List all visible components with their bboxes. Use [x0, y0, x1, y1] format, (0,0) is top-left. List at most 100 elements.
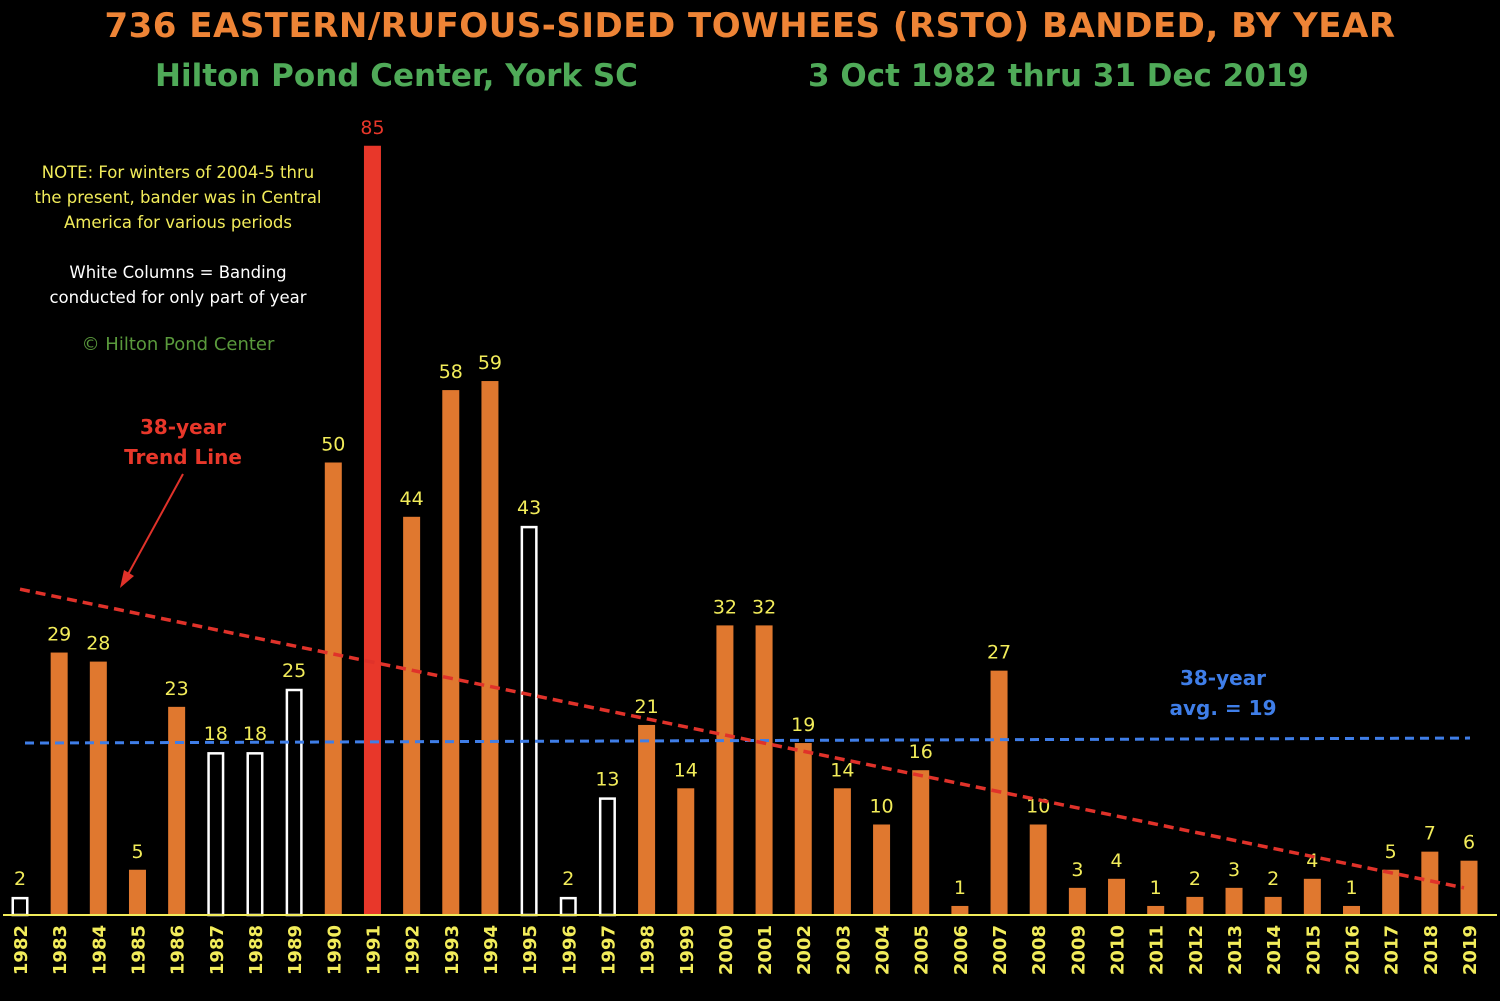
- bar-2019: [1460, 860, 1478, 915]
- average-line-label: 38-year avg. = 19: [1148, 663, 1298, 723]
- bar-2015: [1303, 878, 1321, 915]
- value-label-2002: 19: [791, 714, 815, 736]
- x-tick-labels-group: 1982 1983 1984 1985 1986 1987 1988 1989 1990 1991…: [11, 925, 1481, 975]
- value-label-2016: 1: [1345, 877, 1357, 899]
- x-tick-2008: 2008: [1029, 925, 1050, 975]
- bar-1996: [559, 896, 577, 917]
- value-label-1993: 58: [439, 361, 463, 383]
- value-label-1994: 59: [478, 352, 502, 374]
- bar-1997: [598, 797, 616, 917]
- x-tick-2006: 2006: [951, 925, 972, 975]
- value-label-2017: 5: [1385, 841, 1397, 863]
- value-label-2015: 4: [1306, 850, 1318, 872]
- bars-group: [11, 145, 1478, 917]
- x-tick-2019: 2019: [1460, 925, 1481, 975]
- legend-text: White Columns = Banding conducted for on…: [49, 263, 307, 307]
- value-label-2019: 6: [1463, 832, 1475, 854]
- trend-arrow-shaft: [125, 473, 184, 579]
- value-label-2007: 27: [987, 642, 1011, 664]
- bar-1990: [324, 462, 342, 915]
- value-label-2006: 1: [954, 877, 966, 899]
- bar-2009: [1068, 887, 1086, 915]
- bar-1983: [50, 652, 68, 915]
- x-tick-2017: 2017: [1382, 925, 1403, 975]
- bar-1989: [285, 688, 303, 917]
- bar-1988: [246, 752, 264, 917]
- trend-line: [19, 587, 1465, 890]
- value-label-2001: 32: [752, 596, 776, 618]
- value-label-1986: 23: [165, 678, 189, 700]
- x-tick-2004: 2004: [873, 925, 894, 975]
- x-tick-1982: 1982: [11, 925, 32, 975]
- value-label-1985: 5: [131, 841, 143, 863]
- value-label-1999: 14: [674, 759, 698, 781]
- trend-label-line1: 38-year: [139, 415, 227, 439]
- bar-2001: [755, 625, 773, 915]
- x-tick-2011: 2011: [1147, 925, 1168, 975]
- chart-title: 736 EASTERN/RUFOUS-SIDED TOWHEES (RSTO) …: [104, 6, 1396, 46]
- bar-2006: [951, 905, 969, 915]
- x-tick-1985: 1985: [128, 925, 149, 975]
- bar-2008: [1029, 824, 1047, 915]
- chart-subtitle-daterange: 3 Oct 1982 thru 31 Dec 2019: [808, 58, 1309, 94]
- x-tick-2012: 2012: [1186, 925, 1207, 975]
- value-label-2000: 32: [713, 596, 737, 618]
- x-tick-2003: 2003: [833, 925, 854, 975]
- avg-label-line2: avg. = 19: [1169, 696, 1277, 720]
- x-tick-1996: 1996: [559, 925, 580, 975]
- bar-1993: [442, 390, 460, 916]
- bar-2013: [1225, 887, 1243, 915]
- x-tick-1989: 1989: [285, 925, 306, 975]
- x-tick-1991: 1991: [363, 925, 384, 975]
- bar-2017: [1382, 869, 1400, 915]
- x-tick-1998: 1998: [638, 925, 659, 975]
- x-tick-1986: 1986: [168, 925, 189, 975]
- value-label-2012: 2: [1189, 868, 1201, 890]
- bar-2000: [716, 625, 734, 915]
- value-label-1996: 2: [562, 868, 574, 890]
- copyright-text: © Hilton Pond Center: [81, 334, 275, 355]
- note-box: NOTE: For winters of 2004-5 thru the pre…: [28, 160, 328, 357]
- avg-label-line1: 38-year: [1179, 666, 1267, 690]
- value-label-1990: 50: [321, 434, 345, 456]
- x-tick-2007: 2007: [990, 925, 1011, 975]
- bar-2016: [1343, 905, 1361, 915]
- x-tick-1999: 1999: [677, 925, 698, 975]
- bar-1991: [363, 145, 381, 915]
- value-label-1995: 43: [517, 497, 541, 519]
- bar-1992: [403, 516, 421, 915]
- x-tick-2013: 2013: [1225, 925, 1246, 975]
- bar-1986: [168, 706, 186, 915]
- value-label-1987: 18: [204, 723, 228, 745]
- value-label-2014: 2: [1267, 868, 1279, 890]
- bar-2011: [1147, 905, 1165, 915]
- bar-2014: [1264, 896, 1282, 915]
- x-tick-1992: 1992: [403, 925, 424, 975]
- trend-label-line2: Trend Line: [124, 445, 242, 469]
- bar-2018: [1421, 851, 1439, 915]
- value-label-2018: 7: [1424, 823, 1436, 845]
- value-label-2003: 14: [830, 759, 854, 781]
- bar-1984: [89, 661, 107, 915]
- x-tick-2005: 2005: [912, 925, 933, 975]
- x-tick-1988: 1988: [246, 925, 267, 975]
- x-tick-2018: 2018: [1421, 925, 1442, 975]
- bar-1995: [520, 525, 538, 917]
- value-label-1989: 25: [282, 660, 306, 682]
- bar-1998: [638, 724, 656, 915]
- value-label-1998: 21: [635, 696, 659, 718]
- x-tick-1990: 1990: [324, 925, 345, 975]
- x-tick-1997: 1997: [598, 925, 619, 975]
- note-text: NOTE: For winters of 2004-5 thru the pre…: [34, 163, 322, 232]
- x-tick-2010: 2010: [1108, 925, 1129, 975]
- trend-arrow-head-icon: [120, 570, 134, 588]
- bar-1982: [11, 896, 29, 917]
- value-label-1997: 13: [595, 768, 619, 790]
- x-tick-1983: 1983: [50, 925, 71, 975]
- value-label-1983: 29: [47, 624, 71, 646]
- x-tick-1995: 1995: [520, 925, 541, 975]
- x-tick-2000: 2000: [716, 925, 737, 975]
- reference-lines-group: [3, 473, 1497, 916]
